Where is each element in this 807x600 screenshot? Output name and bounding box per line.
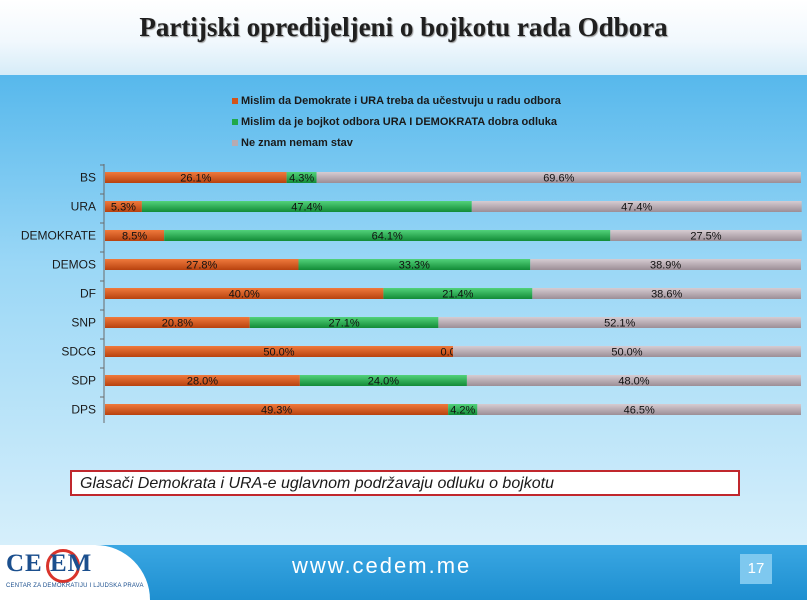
bar-segment (466, 375, 801, 386)
data-label: 38.6% (651, 289, 682, 301)
data-label: 69.6% (543, 173, 574, 185)
data-label: 33.3% (399, 260, 430, 272)
legend-swatch (232, 98, 238, 104)
bar-segment (105, 346, 453, 357)
bar-segment (477, 404, 801, 415)
bar-segment (438, 317, 801, 328)
category-label: DEMOKRATE (21, 229, 96, 243)
cedem-logo: CE EM CENTAR ZA DEMOKRATIJU I LJUDSKA PR… (0, 545, 150, 600)
bar-series: 26.1% 4.3% 69.6% 5.3% 47.4% 47.4% 8.5% 64.1% 27.… (105, 172, 802, 417)
data-label: 5.3% (111, 202, 136, 214)
data-label: 50.0% (611, 347, 642, 359)
category-label: SNP (71, 316, 96, 330)
bar-segment (105, 172, 287, 183)
category-label: SDP (71, 374, 96, 388)
logo-circle-icon (46, 549, 80, 583)
category-label: URA (71, 200, 96, 214)
data-label: 21.4% (442, 289, 473, 301)
bar-segment (164, 230, 611, 241)
category-label: BS (80, 171, 96, 185)
data-label: 38.9% (650, 260, 681, 272)
chart-panel (0, 75, 807, 545)
bar-segment (610, 230, 802, 241)
conclusion-note: Glasači Demokrata i URA-e uglavnom podrž… (70, 470, 740, 496)
slide-footer: CE EM CENTAR ZA DEMOKRATIJU I LJUDSKA PR… (0, 545, 807, 600)
bar-segment (105, 201, 142, 212)
page-number: 17 (740, 554, 772, 584)
bar-segment (105, 288, 384, 299)
data-label: 52.1% (604, 318, 635, 330)
data-label: 64.1% (372, 231, 403, 243)
legend-swatch (232, 119, 238, 125)
bar-segment (105, 375, 300, 386)
legend-entry: Mislim da Demokrate i URA treba da učest… (241, 95, 562, 107)
bar-segment (448, 404, 478, 415)
bar-segment (249, 317, 439, 328)
data-label: 4.3% (289, 173, 314, 185)
legend-entry: Mislim da je bojkot odbora URA I DEMOKRA… (241, 116, 558, 128)
data-label: 48.0% (618, 376, 649, 388)
category-label: SDCG (61, 345, 96, 359)
bar-segment (105, 404, 449, 415)
data-label: 28.0% (187, 376, 218, 388)
bar-segment (530, 259, 801, 270)
page-title: Partijski opredijeljeni o bojkotu rada O… (139, 12, 668, 42)
data-label: 4.2% (450, 405, 475, 417)
website-url[interactable]: www.cedem.me (292, 553, 472, 578)
bar-segment (471, 201, 802, 212)
bar-segment (316, 172, 801, 183)
slide-header: Partijski opredijeljeni o bojkotu rada O… (0, 0, 807, 75)
bar-segment (141, 201, 472, 212)
category-label: DF (80, 287, 96, 301)
bar-segment (286, 172, 317, 183)
bar-segment (532, 288, 801, 299)
data-label: 24.0% (368, 376, 399, 388)
bar-segment (298, 259, 531, 270)
logo-text: CE EM (6, 550, 93, 577)
bar-segment (105, 317, 250, 328)
data-label: 20.8% (162, 318, 193, 330)
logo-subtitle: CENTAR ZA DEMOKRATIJU I LJUDSKA PRAVA (6, 583, 144, 589)
data-label: 50.0% (263, 347, 294, 359)
data-label: 27.1% (328, 318, 359, 330)
data-label: 40.0% (229, 289, 260, 301)
category-label: DPS (71, 403, 96, 417)
category-axis: BS URA DEMOKRATE DEMOS DF SNP SDCG SDP DPS (21, 164, 105, 423)
bar-segment (383, 288, 533, 299)
bar-segment (105, 259, 299, 270)
legend-entry: Ne znam nemam stav (241, 137, 354, 149)
bar-segment (453, 346, 801, 357)
legend-swatch (232, 140, 238, 146)
data-label: 47.4% (291, 202, 322, 214)
stacked-bar-chart: Mislim da Demokrate i URA treba da učest… (21, 95, 802, 423)
category-label: DEMOS (52, 258, 96, 272)
data-label: 46.5% (624, 405, 655, 417)
data-label: 27.8% (186, 260, 217, 272)
bar-segment (299, 375, 467, 386)
data-label: 49.3% (261, 405, 292, 417)
data-label: 8.5% (122, 231, 147, 243)
data-label: 27.5% (690, 231, 721, 243)
chart-legend: Mislim da Demokrate i URA treba da učest… (232, 95, 562, 149)
data-label: 47.4% (621, 202, 652, 214)
bar-segment (105, 230, 165, 241)
data-label: 26.1% (180, 173, 211, 185)
